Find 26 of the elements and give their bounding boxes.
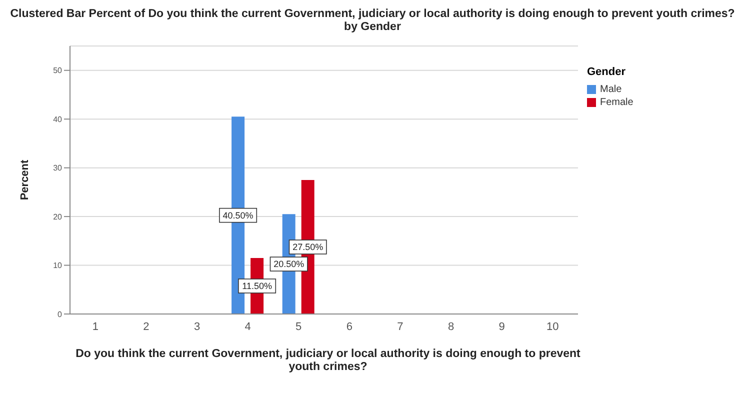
y-tick-label: 20 [53,212,63,222]
y-tick-label: 10 [53,261,63,270]
x-tick-label: 4 [244,320,251,333]
data-label: 11.50% [242,280,272,291]
legend-title: Gender [587,66,627,78]
x-tick-label: 6 [346,320,352,333]
x-tick-label: 5 [296,320,302,333]
y-tick-label: 50 [53,66,63,76]
y-tick-label: 40 [53,114,63,124]
x-tick-label: 2 [143,320,150,333]
data-label: 40.50% [222,210,254,220]
legend-label: Male [600,84,622,95]
chart-title: Clustered Bar Percent of Do you think the current Government, judiciary or local authority is doing enough to prevent youth crimes? by Gender [9,8,736,34]
data-label: 27.50% [292,242,324,252]
x-tick-label: 8 [448,320,454,333]
x-tick-label: 3 [194,320,200,333]
x-tick-label: 1 [92,320,98,333]
x-tick-label: 9 [498,320,505,333]
y-tick-label: 30 [53,164,63,173]
legend-label: Female [600,97,634,108]
x-tick-label: 10 [546,320,559,333]
y-axis-title: Percent [18,159,31,200]
y-tick-label: 0 [58,310,63,319]
x-tick-label: 7 [397,320,404,333]
data-label: 20.50% [274,259,304,270]
x-axis-title: Do you think the current Government, judiciary or local authority is doing enough to prevent youth crimes? [74,348,582,374]
